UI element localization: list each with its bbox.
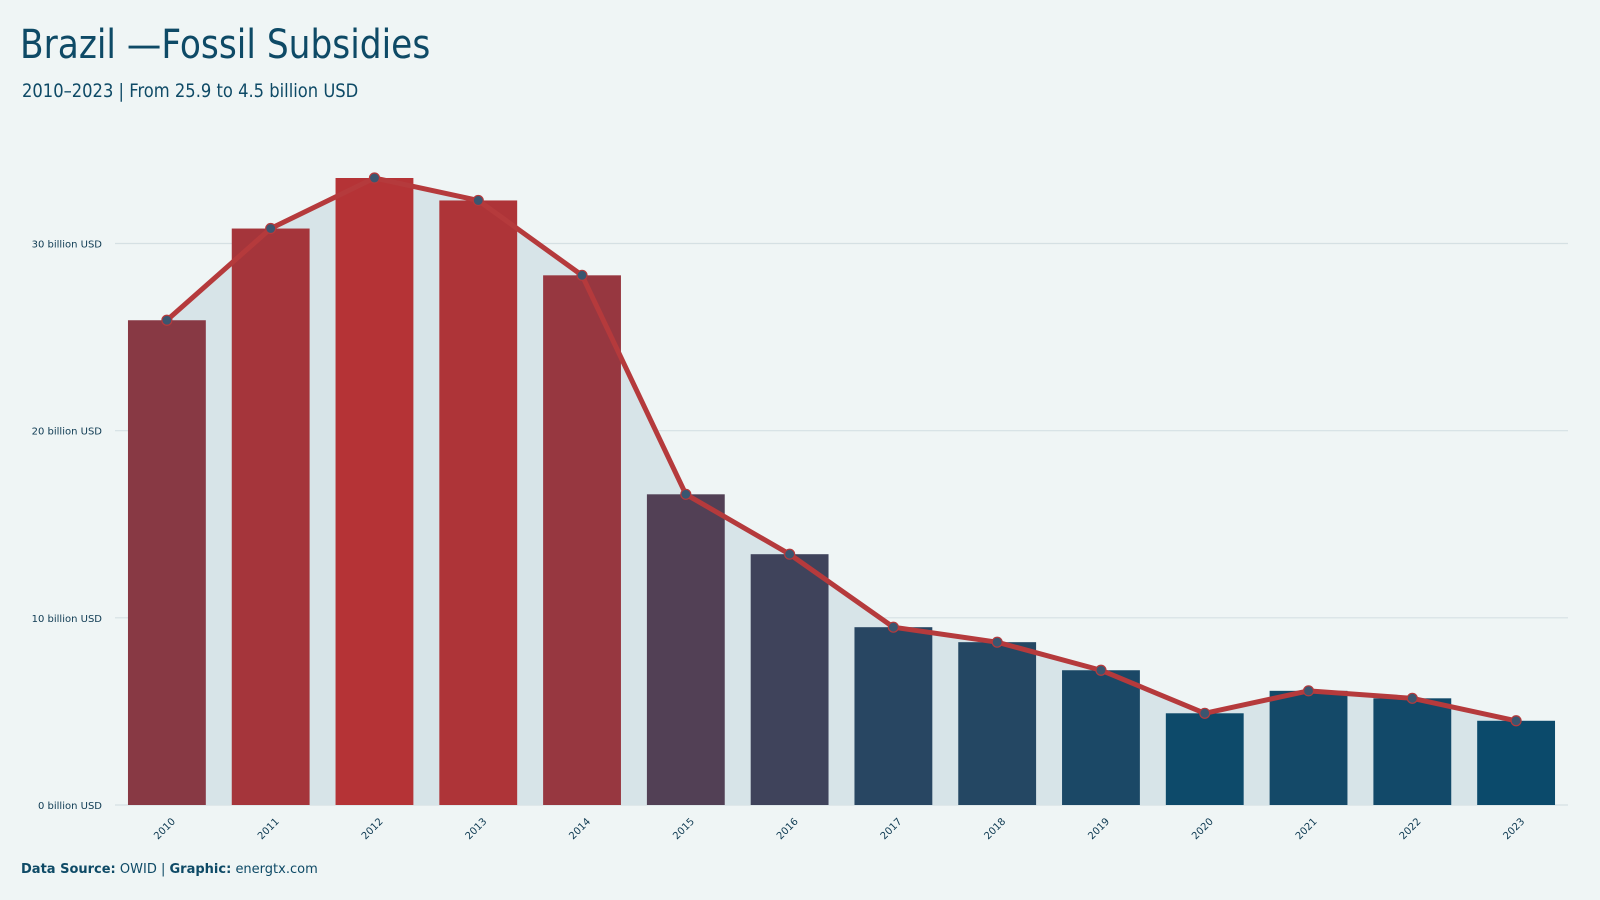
x-tick-label: 2015 bbox=[671, 816, 697, 842]
bar-2023 bbox=[1477, 720, 1556, 805]
point-2015 bbox=[680, 488, 692, 500]
bar-2019 bbox=[1062, 670, 1140, 805]
point-2010 bbox=[161, 314, 173, 326]
x-tick-label: 2017 bbox=[879, 816, 905, 842]
y-tick-label: 30 billion USD bbox=[32, 240, 103, 251]
bar-2018 bbox=[958, 642, 1037, 805]
x-tick-label: 2022 bbox=[1398, 816, 1424, 842]
source-label: Data Source: bbox=[21, 862, 116, 877]
bar-2010 bbox=[127, 320, 206, 805]
point-2012 bbox=[368, 172, 381, 184]
x-tick-label: 2012 bbox=[360, 816, 386, 842]
x-tick-label: 2021 bbox=[1294, 816, 1320, 842]
x-tick-label: 2020 bbox=[1190, 816, 1216, 842]
footer-separator: | bbox=[160, 862, 166, 877]
point-2021 bbox=[1302, 685, 1315, 697]
line-layer bbox=[164, 175, 1519, 724]
y-tick-label: 10 billion USD bbox=[32, 614, 103, 625]
x-tick-label: 2019 bbox=[1086, 816, 1112, 842]
point-2013 bbox=[472, 194, 484, 207]
x-tick-label: 2010 bbox=[152, 816, 178, 842]
point-2023 bbox=[1510, 715, 1522, 727]
x-tick-label: 2014 bbox=[567, 816, 593, 842]
x-tick-label: 2013 bbox=[464, 816, 490, 842]
bar-2013 bbox=[439, 200, 518, 805]
y-axis-ticks: 0 billion USD 10 billion USD 20 billion US… bbox=[32, 240, 103, 812]
bar-layer bbox=[127, 178, 1556, 806]
x-tick-label: 2023 bbox=[1501, 816, 1527, 842]
bar-2017 bbox=[854, 627, 933, 805]
point-2020 bbox=[1199, 707, 1211, 719]
chart-subtitle: 2010–2023 | From 25.9 to 4.5 billion USD bbox=[22, 80, 359, 102]
bar-2014 bbox=[543, 275, 621, 805]
x-tick-label: 2016 bbox=[775, 816, 801, 842]
point-2011 bbox=[265, 222, 277, 235]
x-axis-ticks: 2010 2011 2012 2013 2014 2015 2016 2017 2018 2019… bbox=[152, 816, 1527, 842]
graphic-value: energtx.com bbox=[235, 862, 318, 877]
bar-2011 bbox=[231, 228, 310, 806]
y-tick-label: 20 billion USD bbox=[32, 427, 103, 438]
point-2018 bbox=[991, 636, 1003, 648]
graphic-label: Graphic: bbox=[169, 862, 232, 877]
footer: Data Source: OWID | Graphic: energtx.com bbox=[21, 862, 318, 877]
y-tick-label: 0 billion USD bbox=[38, 801, 102, 812]
point-2014 bbox=[576, 269, 588, 281]
marker-layer bbox=[161, 172, 1522, 727]
point-2019 bbox=[1095, 664, 1107, 676]
point-2022 bbox=[1406, 692, 1418, 704]
point-2017 bbox=[887, 621, 899, 633]
series-line bbox=[164, 175, 1519, 724]
bar-2022 bbox=[1373, 698, 1452, 805]
x-tick-label: 2011 bbox=[256, 816, 282, 842]
bar-2016 bbox=[750, 554, 829, 805]
bar-2015 bbox=[646, 494, 725, 805]
bar-2021 bbox=[1269, 690, 1348, 805]
x-tick-label: 2018 bbox=[983, 816, 1009, 842]
source-value: OWID bbox=[119, 862, 157, 877]
bar-2012 bbox=[335, 178, 414, 805]
point-2016 bbox=[784, 548, 796, 560]
bar-2020 bbox=[1165, 713, 1244, 805]
chart-title: Brazil —Fossil Subsidies bbox=[20, 22, 431, 68]
